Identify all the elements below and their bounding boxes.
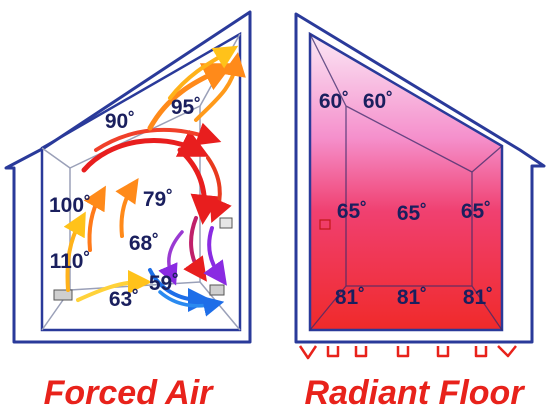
forced-air-caption: Forced Air [44, 374, 215, 412]
temp-floor-right: 59˚ [149, 272, 179, 295]
thermostat-icon [319, 219, 331, 230]
arrow-hot [81, 129, 210, 173]
temp-floor: 63˚ [109, 288, 139, 311]
temp-mid-right: 65˚ [461, 200, 491, 223]
arrow-hot [76, 270, 152, 302]
temp-floor-right: 81˚ [463, 286, 493, 309]
radiant-room-perspective [309, 33, 503, 331]
temp-upper-left: 100˚ [49, 194, 91, 217]
radiant-pipes [298, 345, 517, 360]
arrow-cool [158, 230, 184, 286]
arrow-cool [203, 226, 227, 286]
temp-ceiling-left: 60˚ [319, 90, 349, 113]
air-flow-arrows [63, 45, 246, 317]
wall-vent-icon [219, 217, 233, 229]
arrow-warm [194, 52, 246, 122]
temp-top-right: 95˚ [171, 96, 201, 119]
floor-vent-icon [53, 289, 73, 301]
arrow-cool [183, 216, 207, 282]
arrow-warm [115, 178, 139, 238]
temp-mid-left: 65˚ [337, 200, 367, 223]
radiant-floor-caption: Radiant Floor [304, 374, 525, 412]
return-vent-icon [209, 284, 225, 296]
forced-air-house: 90˚ 95˚ 100˚ 79˚ 68˚ 110˚ 59˚ 63˚ [4, 10, 252, 344]
temp-ceiling-right: 60˚ [363, 90, 393, 113]
arrow-warm [147, 63, 234, 131]
temp-floor-left: 81˚ [335, 286, 365, 309]
temp-middle: 68˚ [129, 232, 159, 255]
arrow-hot [177, 147, 221, 225]
arrow-warm [83, 185, 106, 252]
arrow-cold [158, 290, 225, 317]
temp-center: 79˚ [143, 188, 173, 211]
temp-mid-center: 65˚ [397, 202, 427, 225]
radiant-floor-house: 60˚ 60˚ 65˚ 65˚ 65˚ 81˚ 81˚ 81˚ [294, 12, 546, 360]
arrow-hot [206, 156, 232, 224]
arrow-hot [94, 122, 222, 152]
arrow-warm [63, 211, 86, 292]
temp-floor-center: 81˚ [397, 286, 427, 309]
temp-top-left: 90˚ [105, 110, 135, 133]
arrow-cold [148, 268, 212, 312]
temp-lower-left: 110˚ [50, 250, 91, 273]
